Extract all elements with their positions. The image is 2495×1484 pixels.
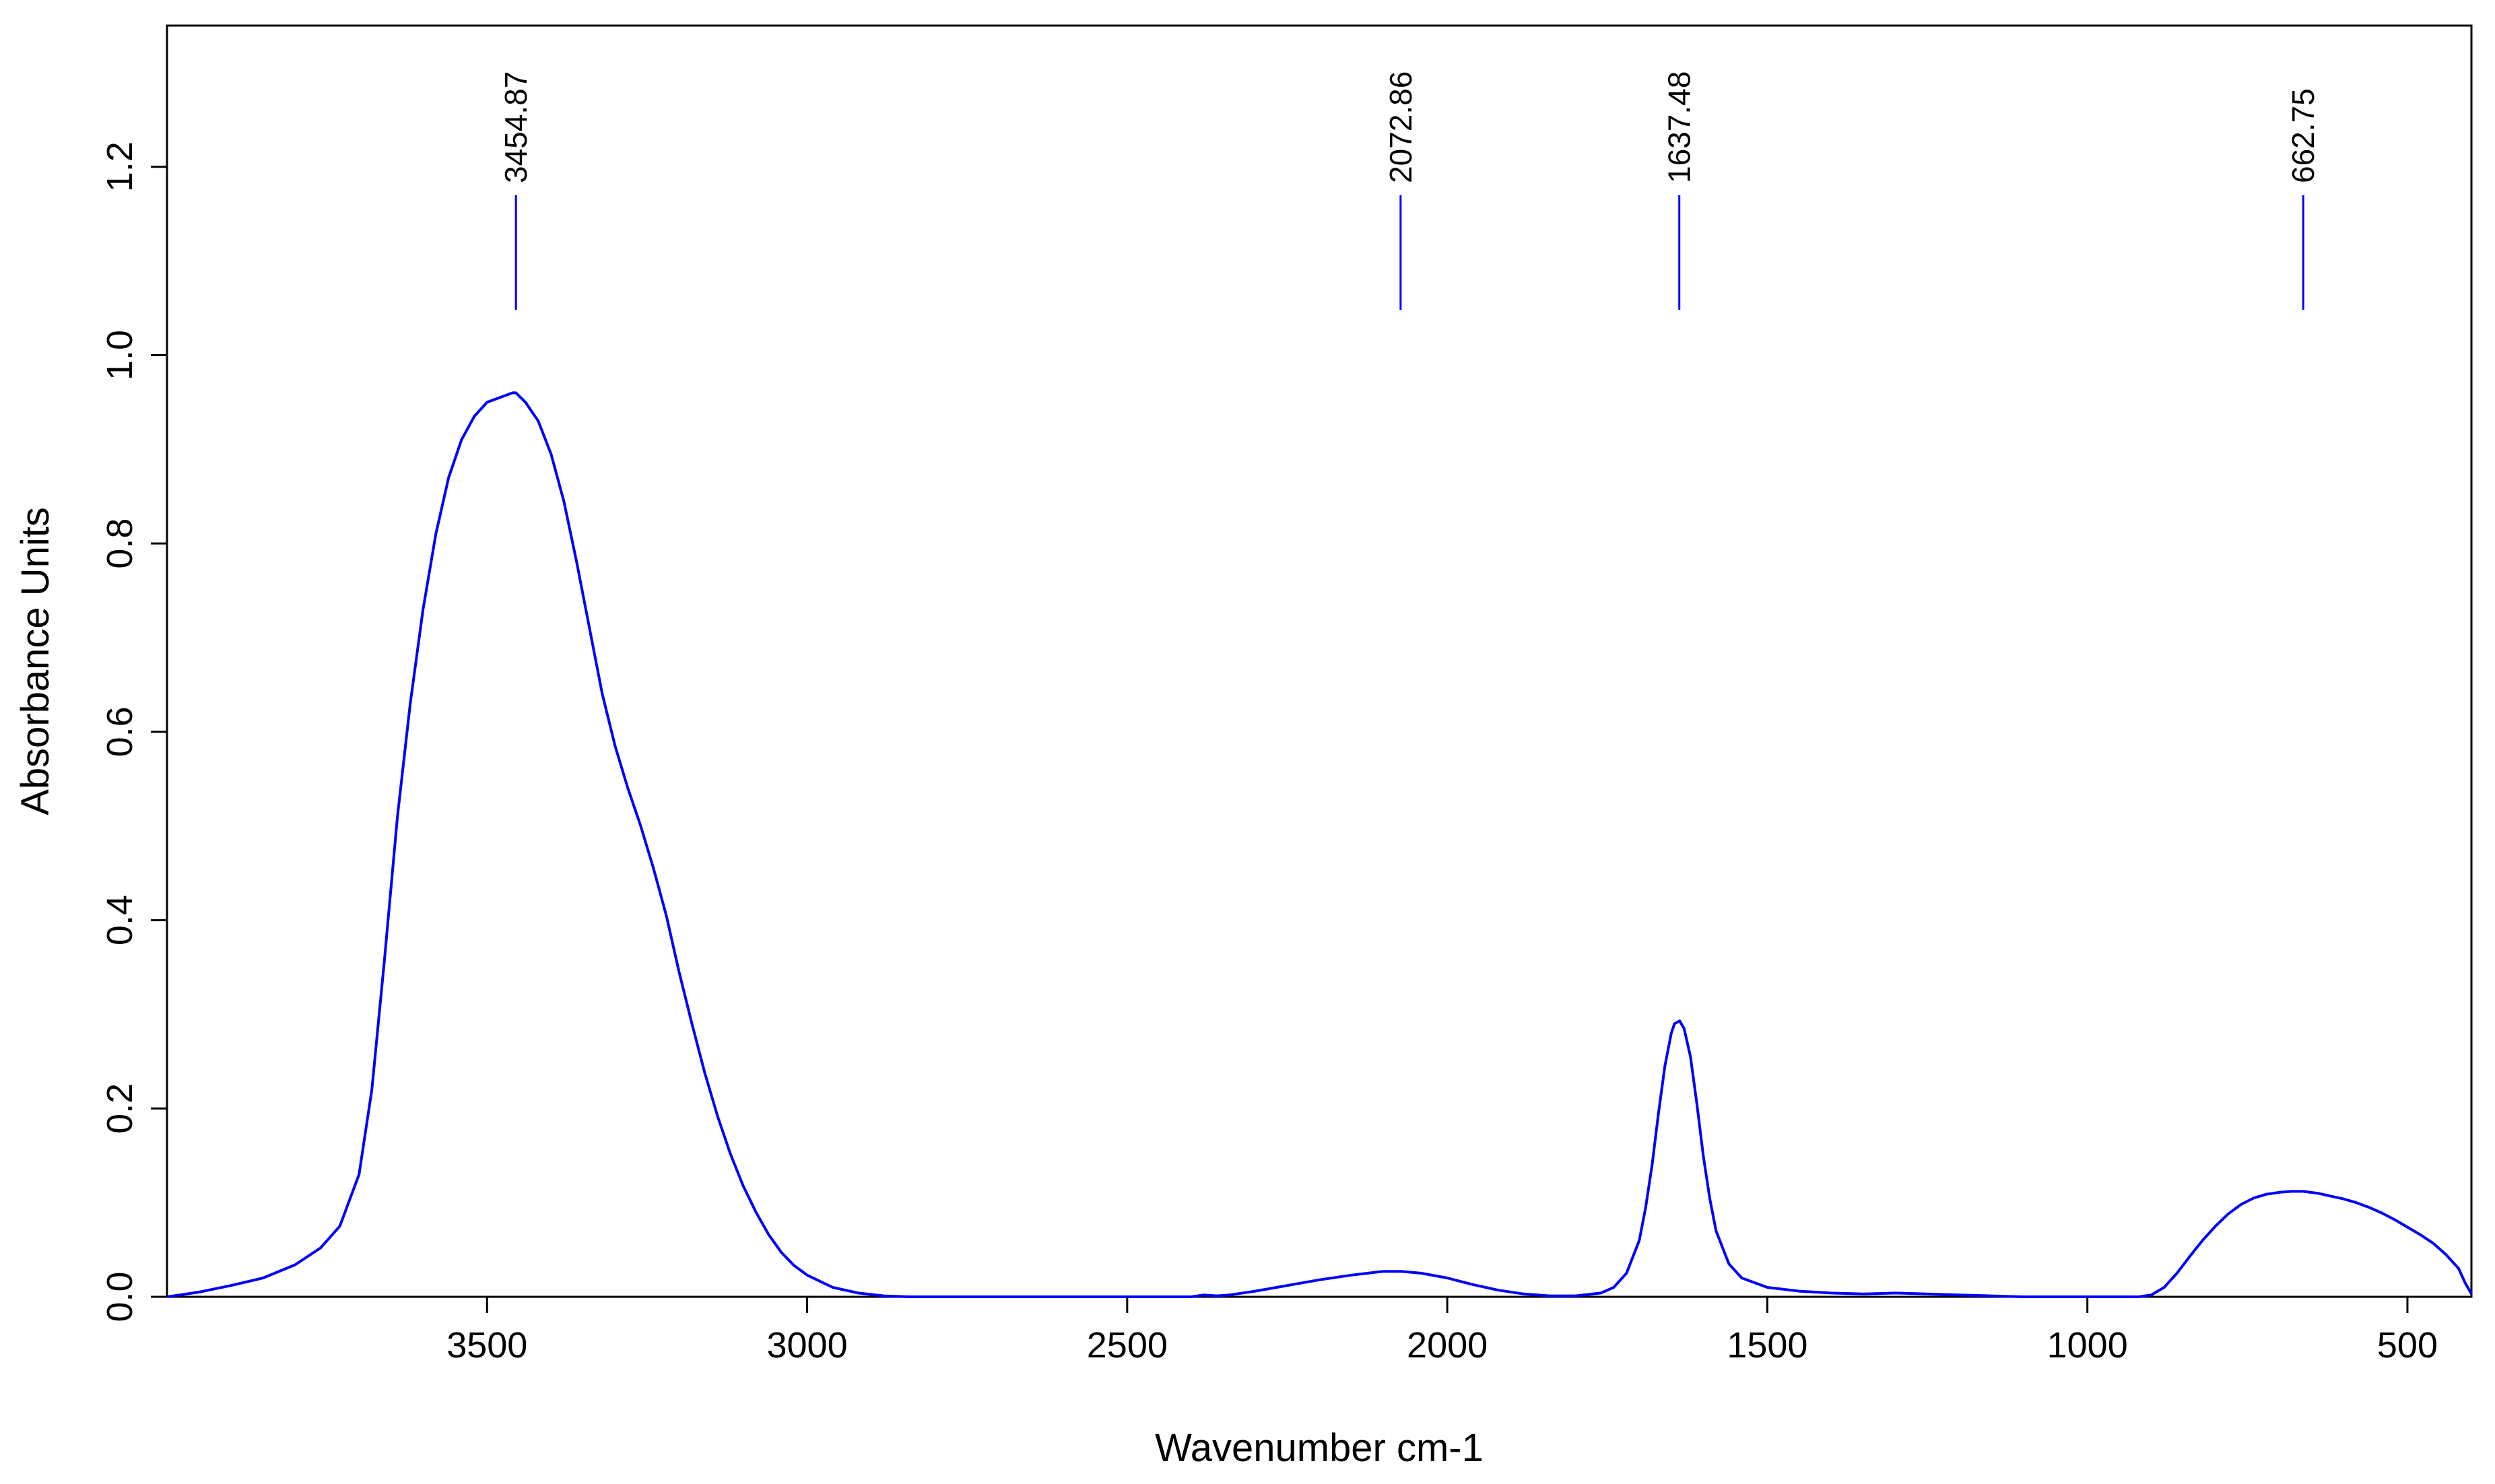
x-tick-label: 500 [2377,1325,2438,1365]
x-tick-label: 2500 [1087,1325,1168,1365]
peak-label: 3454.87 [498,71,533,183]
y-axis-title: Absorbance Units [13,507,57,815]
peak-label: 662.75 [2286,88,2321,183]
y-tick-label: 1.2 [100,141,140,192]
peak-markers: 3454.87 2072.86 1637.48 662.75 [498,71,2321,310]
y-tick-label: 0.8 [100,518,140,569]
peak-label: 1637.48 [1662,71,1697,183]
y-axis: 0.0 0.2 0.4 0.6 0.8 1.0 1.2 [100,141,167,1322]
spectrum-line [166,391,2473,1298]
plot-frame [166,24,2473,1298]
y-tick-label: 1.0 [100,330,140,380]
y-tick-label: 0.0 [100,1271,140,1322]
y-tick-label: 0.4 [100,895,140,945]
y-tick-label: 0.2 [100,1083,140,1134]
x-tick-label: 2000 [1407,1325,1488,1365]
x-tick-label: 1000 [2047,1325,2128,1365]
peak-label: 2072.86 [1383,71,1418,183]
x-tick-label: 3000 [766,1325,847,1365]
x-axis-title: Wavenumber cm-1 [1155,1426,1484,1470]
y-tick-label: 0.6 [100,706,140,757]
x-tick-label: 1500 [1727,1325,1807,1365]
x-axis: 3500 3000 2500 2000 1500 1000 500 [446,1297,2438,1365]
x-tick-label: 3500 [446,1325,527,1365]
